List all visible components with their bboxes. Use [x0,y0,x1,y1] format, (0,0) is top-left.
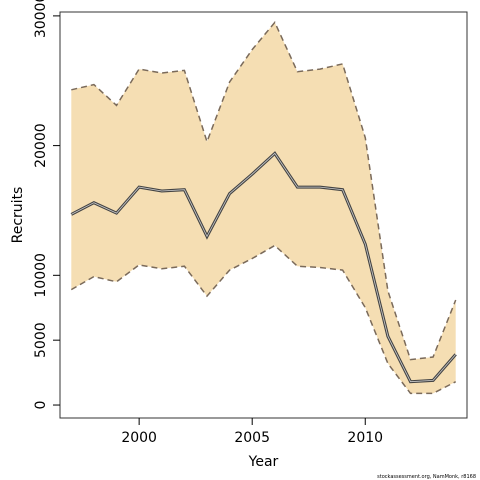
credit-text: stockassessment.org, NamMonk, r8168 [377,474,476,480]
series-line-estimate-inner [71,152,457,383]
y-axis-label: Recruits [10,187,26,244]
series-line-upper [71,21,457,361]
x-axis: 2000 2005 2010 [121,418,383,446]
y-tick-label: 10000 [33,253,49,298]
y-tick-label: 20000 [33,123,49,168]
series-line-lower [70,244,457,395]
y-tick-label: 5000 [33,322,49,358]
confidence-band [71,22,456,394]
x-tick-label: 2010 [347,430,383,446]
x-tick-label: 2000 [121,430,157,446]
x-axis-label: Year [248,454,279,470]
x-tick-label: 2005 [234,430,270,446]
y-tick-label: 0 [33,401,49,410]
y-axis: 0 5000 10000 20000 30000 [33,0,60,409]
band-area [71,22,456,394]
series-lines [70,21,457,395]
y-tick-label: 30000 [33,0,49,38]
plot-frame [59,11,468,419]
